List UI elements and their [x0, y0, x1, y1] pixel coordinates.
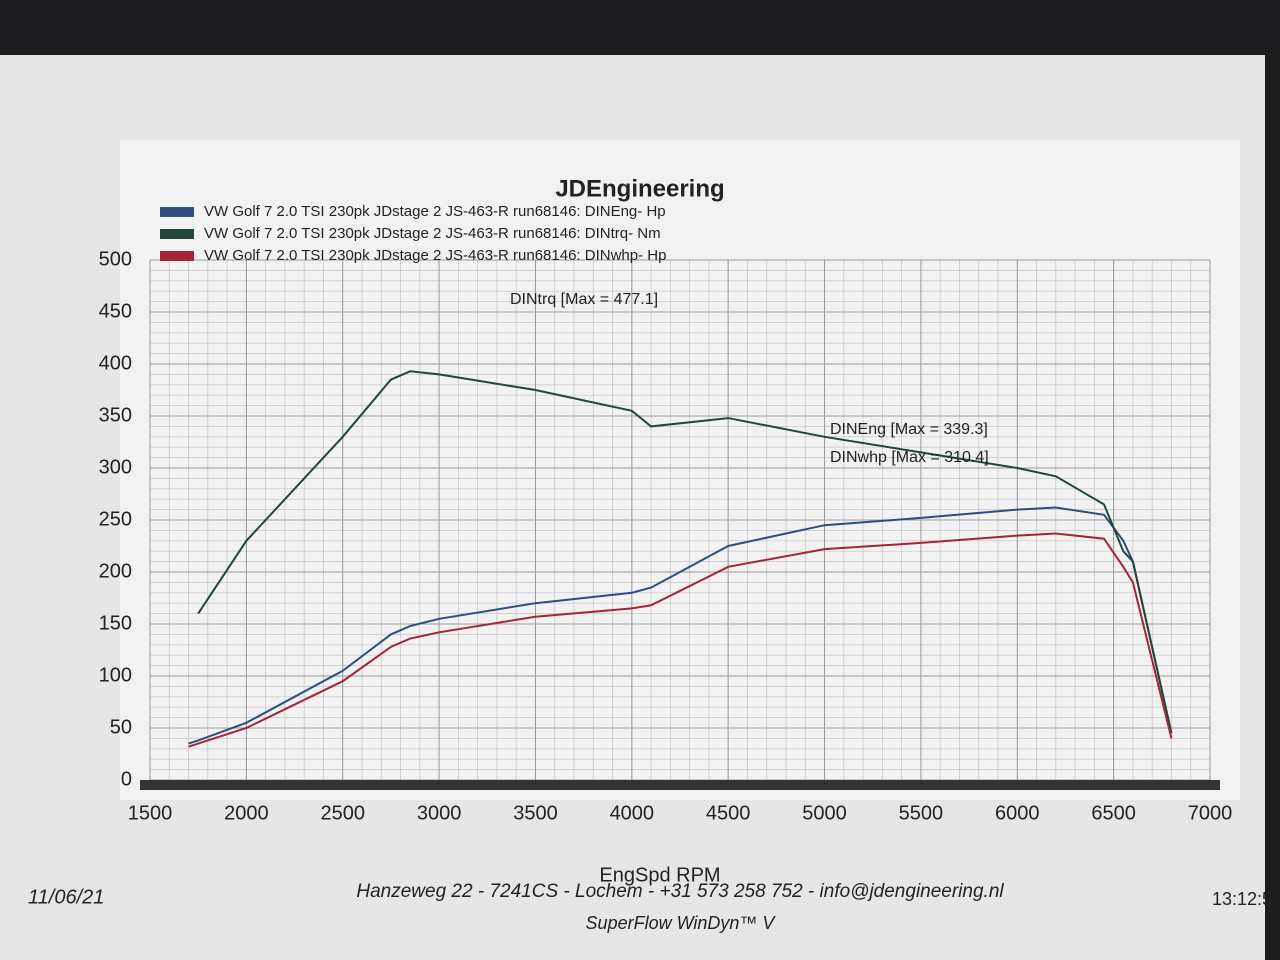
- legend-label: VW Golf 7 2.0 TSI 230pk JDstage 2 JS-463…: [204, 225, 661, 242]
- x-tick-label: 4000: [610, 802, 655, 824]
- y-tick-label: 350: [99, 404, 132, 426]
- legend-swatch: [160, 229, 194, 239]
- x-tick-label: 4500: [706, 802, 751, 824]
- x-tick-label: 3000: [417, 802, 462, 824]
- series-line: [197, 370, 1173, 734]
- annotation: DINwhp [Max = 310.4]: [830, 449, 989, 466]
- y-tick-label: 250: [99, 508, 132, 530]
- legend-label: VW Golf 7 2.0 TSI 230pk JDstage 2 JS-463…: [204, 203, 666, 220]
- x-tick-label: 5000: [802, 802, 847, 824]
- annotation: DINEng [Max = 339.3]: [830, 421, 988, 438]
- x-axis-label: EngSpd RPM: [599, 864, 720, 886]
- y-tick-label: 450: [99, 300, 132, 322]
- series-line: [188, 506, 1173, 745]
- footer-date: 11/06/21: [28, 886, 104, 908]
- x-tick-label: 1500: [128, 802, 173, 824]
- legend-label: VW Golf 7 2.0 TSI 230pk JDstage 2 JS-463…: [204, 247, 666, 264]
- legend-swatch: [160, 251, 194, 261]
- x-tick-label: 2500: [320, 802, 365, 824]
- series-line: [188, 532, 1173, 748]
- footer-time: 13:12:5: [1212, 889, 1272, 909]
- x-tick-label: 6000: [995, 802, 1040, 824]
- y-tick-label: 150: [99, 612, 132, 634]
- footer-software: SuperFlow WinDyn™ V: [586, 913, 777, 933]
- y-tick-label: 100: [99, 664, 132, 686]
- y-tick-label: 500: [99, 248, 132, 270]
- annotation: DINtrq [Max = 477.1]: [510, 291, 658, 308]
- x-tick-label: 7000: [1188, 802, 1233, 824]
- y-tick-label: 200: [99, 560, 132, 582]
- y-tick-label: 0: [121, 768, 132, 790]
- x-tick-label: 6500: [1091, 802, 1136, 824]
- chart-title: JDEngineering: [555, 175, 724, 202]
- y-tick-label: 400: [99, 352, 132, 374]
- x-tick-label: 2000: [224, 802, 269, 824]
- legend-swatch: [160, 207, 194, 217]
- y-tick-label: 50: [110, 716, 132, 738]
- x-tick-label: 5500: [899, 802, 944, 824]
- footer-address: Hanzeweg 22 - 7241CS - Lochem - +31 573 …: [356, 881, 1004, 902]
- x-tick-label: 3500: [513, 802, 558, 824]
- x-axis-bar: [140, 780, 1220, 790]
- y-tick-label: 300: [99, 456, 132, 478]
